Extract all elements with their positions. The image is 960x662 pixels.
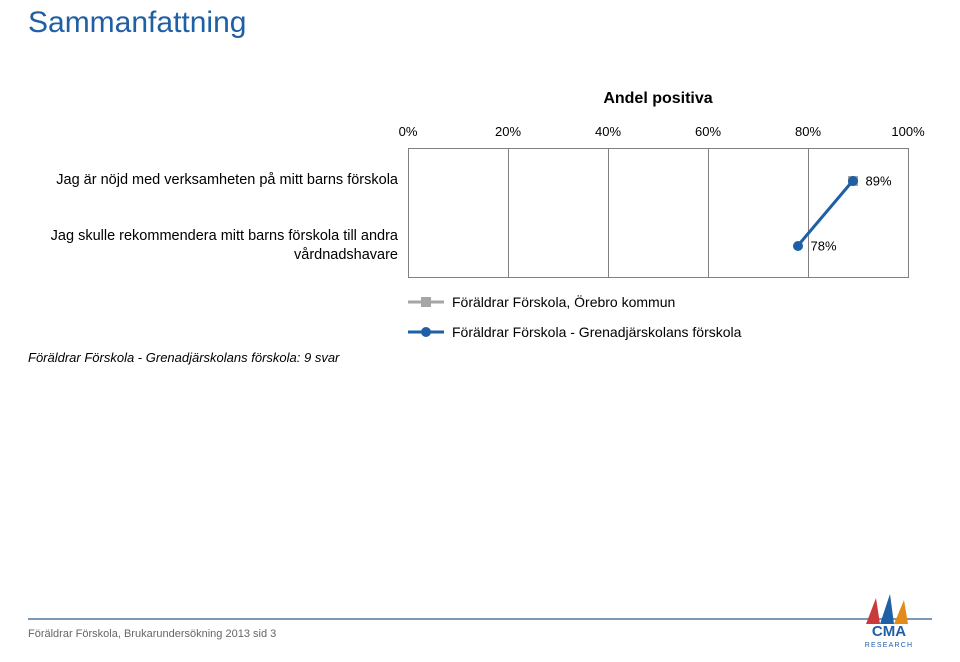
x-tick: 100% <box>891 124 924 139</box>
circle-marker <box>848 176 858 186</box>
series-line <box>408 148 908 278</box>
chart-plot-area: 89% 78% <box>408 148 908 278</box>
x-tick: 40% <box>595 124 621 139</box>
circle-marker <box>793 241 803 251</box>
footer-divider <box>28 618 932 620</box>
x-tick: 60% <box>695 124 721 139</box>
logo-text-top: CMA <box>872 623 906 640</box>
page-title: Sammanfattning <box>28 6 246 40</box>
data-label: 78% <box>811 238 837 253</box>
footer-text: Föräldrar Förskola, Brukarundersökning 2… <box>28 628 276 640</box>
legend-item: Föräldrar Förskola, Örebro kommun <box>408 294 908 310</box>
legend-label: Föräldrar Förskola, Örebro kommun <box>452 294 675 310</box>
x-tick: 0% <box>399 124 418 139</box>
row-label: Jag är nöjd med verksamheten på mitt bar… <box>28 148 408 213</box>
x-tick: 80% <box>795 124 821 139</box>
logo-text-bottom: RESEARCH <box>865 642 914 649</box>
footnote: Föräldrar Förskola - Grenadjärskolans fö… <box>28 350 339 365</box>
chart-title: Andel positiva <box>408 90 908 108</box>
chart-legend: Föräldrar Förskola, Örebro kommun Föräld… <box>408 294 908 340</box>
row-label: Jag skulle rekommendera mitt barns försk… <box>28 213 408 278</box>
cma-logo: CMA RESEARCH <box>846 594 932 650</box>
legend-label: Föräldrar Förskola - Grenadjärskolans fö… <box>452 324 741 340</box>
summary-chart: Andel positiva Jag är nöjd med verksamhe… <box>28 90 928 354</box>
chart-y-labels: Jag är nöjd med verksamheten på mitt bar… <box>28 124 408 278</box>
x-tick: 20% <box>495 124 521 139</box>
legend-item: Föräldrar Förskola - Grenadjärskolans fö… <box>408 324 908 340</box>
chart-x-axis: 0% 20% 40% 60% 80% 100% <box>408 124 908 144</box>
circle-icon <box>421 327 431 337</box>
square-icon <box>421 297 431 307</box>
data-label: 89% <box>866 173 892 188</box>
